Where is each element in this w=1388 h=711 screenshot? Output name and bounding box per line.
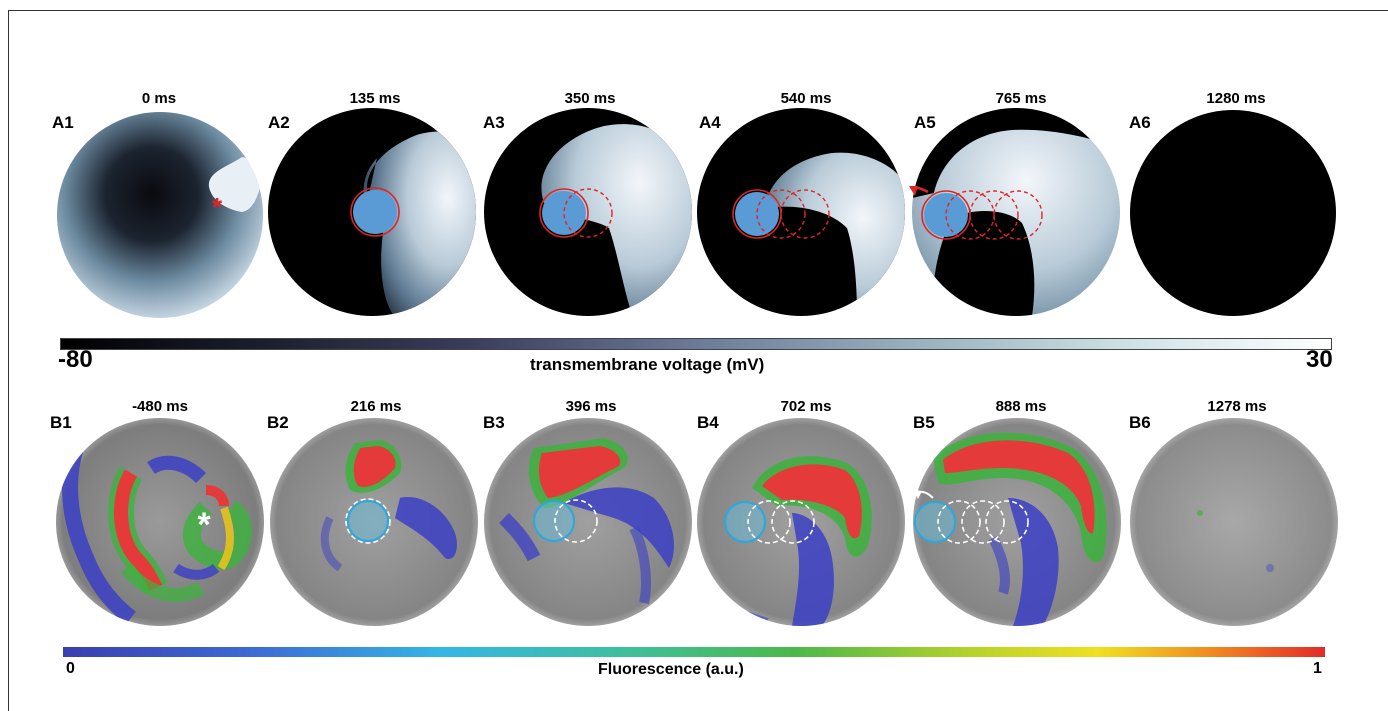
panel-b5-image <box>913 418 1121 626</box>
panel-label-a5: A5 <box>914 113 936 132</box>
panel-time-a6: 1280 ms <box>1206 90 1266 107</box>
panel-b2-image <box>270 418 478 626</box>
colorbar-voltage-title: transmembrane voltage (mV) <box>530 355 765 374</box>
panel-time-b3: 396 ms <box>565 398 617 415</box>
panel-b6-image <box>1130 418 1338 626</box>
figure-frame <box>8 10 1388 711</box>
panel-time-b6: 1278 ms <box>1207 398 1267 415</box>
panel-b4-image <box>697 418 905 626</box>
panel-time-a5: 765 ms <box>995 90 1047 107</box>
colorbar-voltage-max: 30 <box>1306 346 1333 373</box>
colorbar-voltage <box>60 338 1332 350</box>
panel-time-a2: 135 ms <box>349 90 401 107</box>
panel-a3-image <box>484 108 692 316</box>
panel-time-b5: 888 ms <box>995 398 1047 415</box>
panel-time-a3: 350 ms <box>564 90 616 107</box>
panel-b3-image <box>484 418 692 626</box>
panel-a4-image <box>697 108 905 316</box>
panel-a1-image: * <box>57 112 263 318</box>
colorbar-fluorescence-max: 1 <box>1313 660 1322 677</box>
colorbar-fluorescence-min: 0 <box>66 660 75 677</box>
panel-a5-image <box>909 108 1120 316</box>
panel-label-b6: B6 <box>1129 413 1151 432</box>
panel-a2-image <box>268 108 476 316</box>
panel-label-a6: A6 <box>1129 113 1151 132</box>
panel-time-a1: 0 ms <box>141 90 177 107</box>
stimulus-marker-white: * <box>197 506 211 544</box>
panel-label-a2: A2 <box>268 113 290 132</box>
panel-a6-image <box>1130 110 1336 316</box>
panel-label-b3: B3 <box>483 413 505 432</box>
panel-label-b5: B5 <box>913 413 935 432</box>
panel-time-b1: -480 ms <box>132 398 188 415</box>
panel-time-b4: 702 ms <box>780 398 832 415</box>
panel-time-a4: 540 ms <box>780 90 832 107</box>
panel-label-b4: B4 <box>697 413 719 432</box>
panel-label-a4: A4 <box>699 113 721 132</box>
colorbar-voltage-min: -80 <box>58 346 93 373</box>
panel-label-a3: A3 <box>483 113 505 132</box>
panel-label-b1: B1 <box>50 413 72 432</box>
panel-label-a1: A1 <box>52 113 74 132</box>
colorbar-fluorescence-title: Fluorescence (a.u.) <box>598 661 744 678</box>
colorbar-fluorescence <box>63 647 1325 657</box>
panel-time-b2: 216 ms <box>350 398 402 415</box>
panel-b1-image: * <box>56 418 264 626</box>
panel-label-b2: B2 <box>267 413 289 432</box>
stimulus-marker: * <box>212 192 223 222</box>
